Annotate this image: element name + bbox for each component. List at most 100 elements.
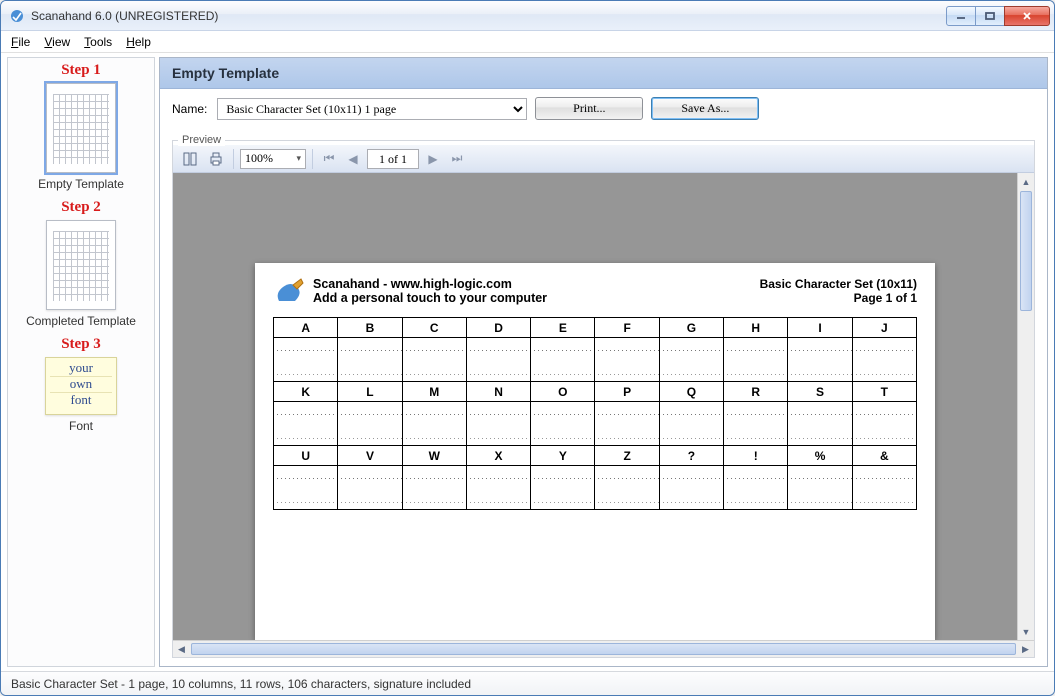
grid-header-cell: J [852,318,916,338]
main-header: Empty Template [160,58,1047,89]
menu-help[interactable]: Help [126,35,151,49]
status-text: Basic Character Set - 1 page, 10 columns… [11,677,471,691]
grid-header-cell: S [788,382,852,402]
grid-empty-cell [659,466,723,510]
print-icon[interactable] [205,148,227,170]
titlebar: Scanahand 6.0 (UNREGISTERED) [1,1,1054,31]
scanahand-logo-icon [273,277,305,307]
grid-header-cell: L [338,382,402,402]
grid-header-cell: O [531,382,595,402]
page-indicator[interactable]: 1 of 1 [367,149,419,169]
grid-empty-cell [852,338,916,382]
grid-empty-cell [402,338,466,382]
nav-prev-icon[interactable]: ◀ [343,149,363,169]
vertical-scrollbar[interactable]: ▲ ▼ [1017,173,1034,640]
template-select[interactable]: Basic Character Set (10x11) 1 page [217,98,527,120]
grid-header-cell: U [274,446,338,466]
grid-header-cell: Y [531,446,595,466]
grid-header-cell: T [852,382,916,402]
step-1-thumb [46,83,116,173]
grid-empty-cell [595,402,659,446]
page-head-line1: Scanahand - www.high-logic.com [313,277,547,291]
grid-header-cell: B [338,318,402,338]
window-title: Scanahand 6.0 (UNREGISTERED) [31,9,946,23]
step-2-thumb [46,220,116,310]
grid-empty-cell [788,402,852,446]
grid-header-cell: % [788,446,852,466]
nav-last-icon[interactable]: ⏭ [447,149,467,169]
grid-header-cell: M [402,382,466,402]
preview-label: Preview [178,134,225,146]
grid-header-cell: I [788,318,852,338]
menu-view[interactable]: View [44,35,70,49]
menu-tools[interactable]: Tools [84,35,112,49]
grid-empty-cell [274,466,338,510]
grid-header-cell: N [466,382,530,402]
grid-empty-cell [852,402,916,446]
grid-empty-cell [466,466,530,510]
grid-empty-cell [788,466,852,510]
step-3-thumb: your own font [45,357,117,415]
zoom-select[interactable]: 100% ▾ [240,149,306,169]
grid-header-cell: ? [659,446,723,466]
template-page: Scanahand - www.high-logic.com Add a per… [255,263,935,640]
grid-empty-cell [724,466,788,510]
grid-empty-cell [531,402,595,446]
grid-header-cell: D [466,318,530,338]
grid-header-cell: X [466,446,530,466]
grid-header-cell: F [595,318,659,338]
grid-empty-cell [274,338,338,382]
grid-empty-cell [595,338,659,382]
step-2-title: Step 2 [12,199,150,216]
grid-header-cell: W [402,446,466,466]
nav-next-icon[interactable]: ▶ [423,149,443,169]
grid-header-cell: & [852,446,916,466]
page-head-right2: Page 1 of 1 [760,291,917,305]
menu-file[interactable]: File [11,35,30,49]
grid-empty-cell [466,402,530,446]
minimize-button[interactable] [946,6,976,26]
grid-empty-cell [402,466,466,510]
grid-header-cell: ! [724,446,788,466]
grid-header-cell: P [595,382,659,402]
step-1-label: Empty Template [12,177,150,191]
grid-header-cell: V [338,446,402,466]
grid-header-cell: C [402,318,466,338]
close-button[interactable] [1004,6,1050,26]
step-1[interactable]: Step 1 Empty Template [12,62,150,191]
preview-viewport: Scanahand - www.high-logic.com Add a per… [173,173,1034,640]
grid-empty-cell [274,402,338,446]
save-as-button[interactable]: Save As... [651,97,759,120]
page-head-right1: Basic Character Set (10x11) [760,277,917,291]
grid-header-cell: K [274,382,338,402]
grid-header-cell: A [274,318,338,338]
grid-header-cell: E [531,318,595,338]
grid-header-cell: Q [659,382,723,402]
chevron-down-icon: ▾ [296,153,301,164]
print-button[interactable]: Print... [535,97,643,120]
grid-empty-cell [595,466,659,510]
grid-empty-cell [402,402,466,446]
menubar: File View Tools Help [1,31,1054,53]
grid-empty-cell [466,338,530,382]
grid-empty-cell [659,402,723,446]
grid-empty-cell [788,338,852,382]
app-window: Scanahand 6.0 (UNREGISTERED) File View T… [0,0,1055,696]
step-2[interactable]: Step 2 Completed Template [12,199,150,328]
grid-empty-cell [338,402,402,446]
main-panel: Empty Template Name: Basic Character Set… [159,57,1048,667]
statusbar: Basic Character Set - 1 page, 10 columns… [1,671,1054,695]
step-3[interactable]: Step 3 your own font Font [12,336,150,433]
preview-toolbar: 100% ▾ ⏮ ◀ 1 of 1 ▶ ⏭ [173,145,1034,173]
page-layout-icon[interactable] [179,148,201,170]
step-3-title: Step 3 [12,336,150,353]
grid-header-cell: H [724,318,788,338]
step-1-title: Step 1 [12,62,150,79]
nav-first-icon[interactable]: ⏮ [319,149,339,169]
horizontal-scrollbar[interactable]: ◀ ▶ [173,640,1034,657]
character-grid: ABCDEFGHIJKLMNOPQRSTUVWXYZ?!%& [273,317,917,510]
sidebar: Step 1 Empty Template Step 2 Completed T… [7,57,155,667]
maximize-button[interactable] [975,6,1005,26]
grid-empty-cell [659,338,723,382]
grid-header-cell: R [724,382,788,402]
